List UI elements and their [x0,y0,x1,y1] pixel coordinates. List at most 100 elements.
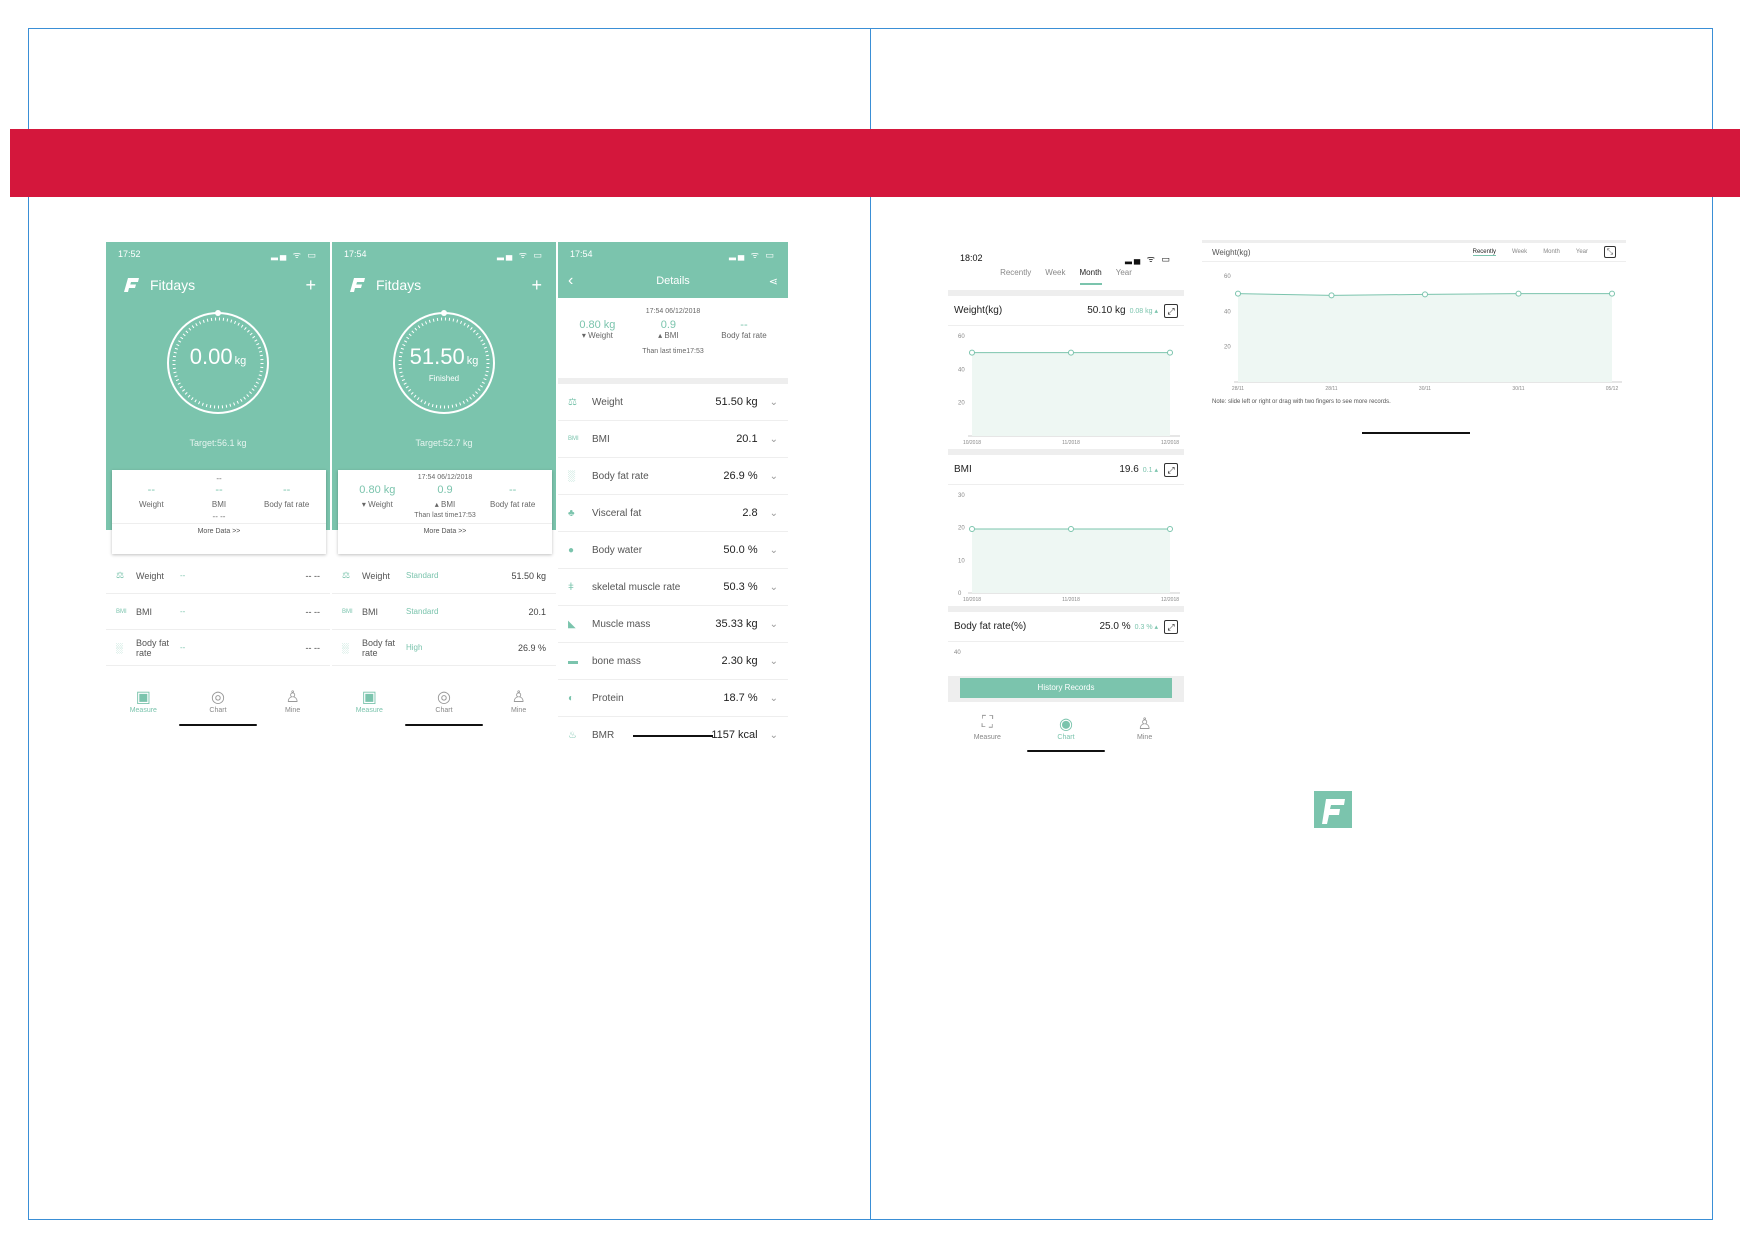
metric-row-bmi[interactable]: BMI BMI Standard 20.1 [332,594,556,630]
status-icons: ▂▄ ᯤ ▭ [1124,253,1172,264]
user-icon: ♙ [285,689,300,706]
screen-measure-result: 17:54 ▂▄ ᯤ ▭ Fitdays + 51.50 kg Finished T… [332,242,556,732]
detail-row-skeletal[interactable]: ǂ skeletal muscle rate 50.3 % ⌄ [558,569,788,606]
status-icons: ▂▄ ᯤ ▭ [496,249,544,260]
tab-label: Mine [511,707,527,714]
tab-recently[interactable]: Recently [1472,248,1496,256]
detail-row-bodyfat[interactable]: ░ Body fat rate 26.9 % ⌄ [558,458,788,495]
expand-icon[interactable]: ⤢ [1164,462,1178,477]
tab-chart[interactable]: ◎ Chart [414,687,474,732]
metric-row-bodyfat[interactable]: ░ Body fat rate High 26.9 % [332,630,556,666]
summary-note: Than last time17:53 [414,512,476,519]
tab-bar: ⛶ Measure ◉ Chart ♙ Mine [948,704,1184,754]
tab-label: Mine [1137,734,1153,741]
metric-row-bodyfat[interactable]: ░ Body fat rate -- -- -- [106,630,330,666]
more-data-link[interactable]: More Data >> [112,523,326,539]
tab-month[interactable]: Month [1543,249,1560,255]
back-icon[interactable]: ‹ [568,272,574,289]
detail-row-bmr[interactable]: ♨ BMR 1157 kcal ⌄ [558,717,788,752]
weight-unit: kg [466,355,479,367]
tab-measure[interactable]: ▣ Measure [113,687,173,732]
tab-measure[interactable]: ⛶ Measure [957,714,1017,754]
landscape-header: Weight(kg) Recently Week Month Year ⤡ [1202,240,1626,262]
x-tick-label: 05/12 [1606,386,1619,392]
bmi-month-chart: 30 20 10 010/2018 11/2018 12/2018 [958,493,1180,603]
tab-chart[interactable]: ◎ Chart [188,687,248,732]
weight-value: 0.00 [189,344,233,369]
detail-row-water[interactable]: ● Body water 50.0 % ⌄ [558,532,788,569]
share-icon[interactable]: ⋖ [768,275,778,288]
x-tick-label: 28/11 [1232,386,1244,392]
detail-row-bmi[interactable]: BMI BMI 20.1 ⌄ [558,421,788,458]
tab-chart[interactable]: ◉ Chart [1036,714,1096,754]
data-point [1235,290,1241,297]
tab-week[interactable]: Week [1511,249,1528,255]
more-data-link[interactable]: More Data >> [338,523,552,539]
collapse-icon[interactable]: ⤡ [1604,246,1616,258]
metric-value: 51.50 kg [511,570,546,581]
status-icons: ▂▄ ᯤ ▭ [728,249,776,260]
metric-name: Body fat rate [136,637,170,658]
chevron-down-icon: ⌄ [769,396,778,408]
detail-row-muscle[interactable]: ◣ Muscle mass 35.33 kg ⌄ [558,606,788,643]
tab-mine[interactable]: ♙ Mine [1115,714,1175,754]
summary-card[interactable]: 17:54 06/12/2018 0.80 kg ▾ Weight 0.9 ▴ BM… [338,470,552,554]
user-icon: ♙ [511,689,526,706]
weight-value: 51.50 [409,344,465,369]
data-point [969,349,975,356]
add-button[interactable]: + [305,274,316,295]
detail-row-protein[interactable]: ◐ Protein 18.7 % ⌄ [558,680,788,717]
metric-status: Standard [406,571,439,580]
weight-ring: 51.50 kg Finished [389,308,499,418]
add-button[interactable]: + [531,274,542,295]
x-tick-label: 11/2018 [1062,597,1080,603]
detail-name: skeletal muscle rate [592,581,681,593]
bmi-label: ▴ BMI [434,500,456,509]
x-tick-label: 12/2018 [1161,440,1179,446]
home-indicator [405,724,483,726]
chart-value: 50.10 kg [1087,305,1126,316]
y-tick-label: 40 [1224,309,1231,315]
summary-card[interactable]: -- -- Weight -- BMI -- Body fat rate -- -- … [112,470,326,554]
metric-value: 26.9 % [517,642,546,653]
screen-chart: 18:02 ▂▄ ᯤ ▭ Recently Week Month Year Wei… [948,248,1184,754]
lungs-icon: ♣ [568,507,575,519]
tab-year[interactable]: Year [1115,268,1132,277]
detail-value: 50.3 % [723,581,758,593]
tab-year[interactable]: Year [1575,249,1588,255]
bodyfat-delta: -- [740,319,748,331]
bmi-chart-panel: BMI 19.6 0.1 ▴ ⤢ 30 20 10 0 10/2018 11/2018 12/20… [948,455,1184,612]
tab-mine[interactable]: ♙ Mine [489,687,549,732]
chart-icon: ◎ [211,689,225,706]
tab-month[interactable]: Month [1079,268,1102,285]
chart-icon: ◉ [1059,716,1073,733]
y-tick-label: 20 [958,526,965,532]
chart-title: Body fat rate(%) [954,621,1027,632]
expand-icon[interactable]: ⤢ [1164,619,1178,634]
history-records-button[interactable]: History Records [960,678,1172,698]
metric-value: -- -- [305,606,321,617]
weight-icon: ⚖ [116,570,125,580]
detail-value: 35.33 kg [715,618,758,630]
summary-note: -- -- [212,512,226,521]
expand-icon[interactable]: ⤢ [1164,303,1178,318]
detail-name: BMI [592,433,610,445]
detail-value: 50.0 % [723,544,758,556]
detail-row-bone[interactable]: ▬ bone mass 2.30 kg ⌄ [558,643,788,680]
tab-mine[interactable]: ♙ Mine [263,687,323,732]
tab-label: Chart [1057,734,1075,741]
home-indicator [1362,432,1470,434]
tab-measure[interactable]: ▣ Measure [339,687,399,732]
detail-row-visceral[interactable]: ♣ Visceral fat 2.8 ⌄ [558,495,788,532]
metric-row-weight[interactable]: ⚖ Weight Standard 51.50 kg [332,558,556,594]
x-tick-label: 30/11 [1419,386,1431,392]
detail-row-weight[interactable]: ⚖ Weight 51.50 kg ⌄ [558,384,788,421]
metric-row-bmi[interactable]: BMI BMI -- -- -- [106,594,330,630]
metric-row-weight[interactable]: ⚖ Weight -- -- -- [106,558,330,594]
page-divider [870,28,871,1220]
bodyfat-chart-panel: Body fat rate(%) 25.0 % 0.3 % ▴ ⤢ 40 [948,612,1184,664]
tab-recently[interactable]: Recently [1000,268,1032,277]
x-tick-label: 11/2018 [1062,440,1080,446]
chart-title: Weight(kg) [954,305,1003,316]
tab-week[interactable]: Week [1045,268,1066,277]
